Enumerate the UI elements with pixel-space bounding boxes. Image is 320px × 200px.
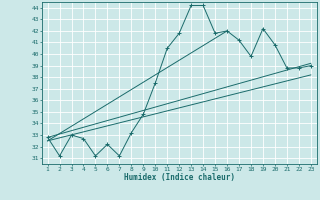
X-axis label: Humidex (Indice chaleur): Humidex (Indice chaleur) (124, 173, 235, 182)
